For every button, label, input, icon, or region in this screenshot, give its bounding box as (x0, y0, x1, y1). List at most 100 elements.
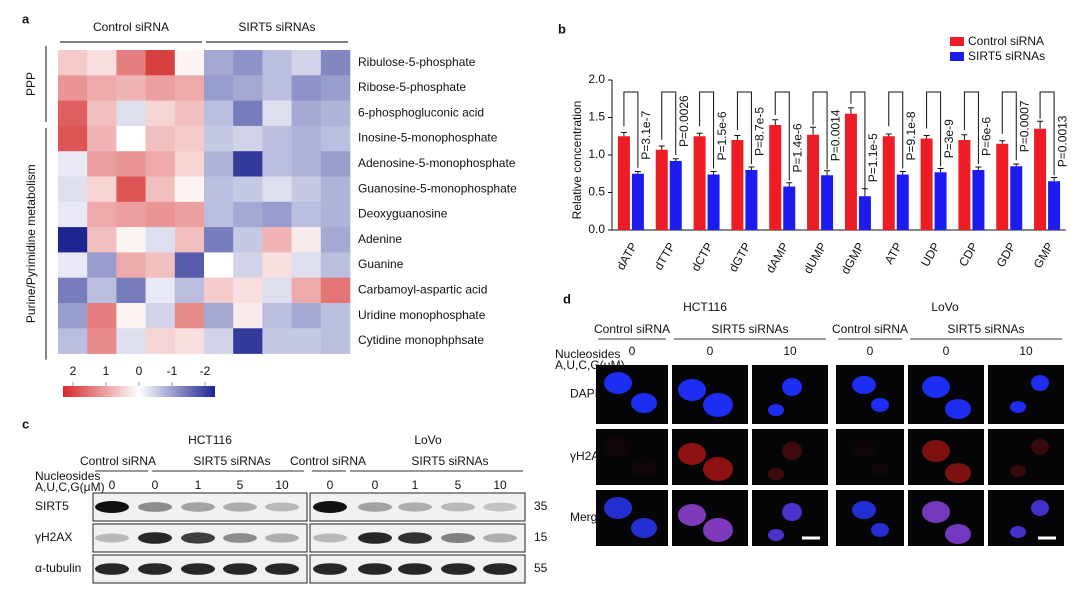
bar (1010, 166, 1023, 230)
heatmap-cell (116, 277, 146, 304)
p-value: P=0.0013 (1055, 115, 1069, 167)
heatmap-cell (58, 252, 88, 278)
heatmap-cell (145, 125, 176, 152)
nucleus (703, 518, 733, 542)
mw-marker: 55 (534, 561, 548, 575)
heatmap-cell (320, 252, 351, 278)
group-label: SIRT5 siRNAs (947, 322, 1024, 336)
heatmap-cell (174, 328, 205, 354)
heatmap-cell (233, 303, 263, 329)
dose-label: 1 (195, 478, 202, 492)
blot-band (223, 563, 257, 575)
heatmap-cell (233, 125, 263, 152)
nucleus (631, 518, 657, 538)
blot-band (313, 563, 347, 575)
blot-band (398, 532, 432, 544)
heatmap-cell (262, 227, 292, 253)
heatmap-cell (291, 151, 322, 177)
nucleus (703, 393, 733, 417)
blot-band (483, 563, 517, 575)
heatmap-cell (174, 201, 205, 228)
heatmap-cell (204, 75, 234, 101)
heatmap-cell (174, 50, 205, 76)
treatment-label: A,U,C,G(μM) (35, 480, 105, 494)
dose-label: 10 (1019, 344, 1033, 358)
heatmap-cell (204, 176, 234, 203)
mw-marker: 35 (534, 499, 548, 513)
nucleus (1010, 401, 1026, 413)
heatmap-cell (233, 328, 263, 354)
bar (972, 170, 985, 230)
legend-swatch (950, 37, 964, 46)
heatmap-cell (233, 151, 263, 177)
heatmap-cell (262, 125, 292, 152)
heatmap-cell (116, 227, 146, 253)
blot-row-label: γH2AX (35, 530, 72, 544)
bar (920, 138, 933, 230)
heatmap-cell (291, 277, 322, 304)
micrograph (836, 490, 904, 546)
heatmap-cell (87, 125, 117, 152)
micrograph (596, 365, 668, 424)
legend-swatch (950, 52, 964, 61)
group-label: Control siRNA (290, 454, 366, 468)
p-value: P=9.1e-8 (904, 111, 918, 160)
bar (693, 136, 706, 230)
blot-band (483, 533, 517, 543)
dose-label: 0 (372, 478, 379, 492)
dose-label: 0 (629, 344, 636, 358)
y-tick-label: 1.0 (588, 147, 605, 161)
nucleus (1031, 375, 1049, 391)
group-label: Control siRNA (594, 322, 670, 336)
nucleus (1031, 500, 1049, 516)
significance-bracket (736, 91, 752, 164)
heatmap-cell (145, 277, 176, 304)
treatment-label: Nucleosides (555, 347, 620, 361)
nucleus (1010, 465, 1026, 477)
bar (1048, 181, 1061, 230)
bar (617, 136, 630, 230)
significance-bracket (623, 91, 639, 168)
blot-row-label: α-tubulin (35, 561, 81, 575)
x-tick-label: dAMP (763, 240, 791, 275)
nucleus (922, 440, 950, 462)
heatmap-cell (58, 75, 88, 101)
colorbar-tick-label: 2 (70, 364, 77, 378)
heatmap-cell (262, 328, 292, 354)
panel-label: d (563, 291, 571, 306)
significance-bracket (926, 91, 942, 167)
p-value: P=0.0026 (677, 95, 691, 147)
row-label: Guanine (358, 257, 404, 271)
nucleus (678, 504, 706, 526)
legend-label: SIRT5 siRNAs (968, 49, 1045, 63)
row-label: Carbamoyl-aspartic acid (358, 283, 487, 297)
y-tick-label: 1.5 (588, 110, 605, 124)
heatmap-cell (320, 277, 351, 304)
heatmap-cell (204, 151, 234, 177)
p-value: P=0.0014 (828, 109, 842, 161)
bar (896, 174, 909, 230)
dose-label: 0 (152, 478, 159, 492)
heatmap-cell (262, 176, 292, 203)
blot-band (95, 501, 129, 513)
treatment-label: Nucleosides (35, 469, 100, 483)
nucleus (922, 376, 950, 398)
heatmap-cell (58, 50, 88, 76)
heatmap-cell (204, 252, 234, 278)
heatmap-cell (145, 252, 176, 278)
bar (858, 196, 871, 230)
heatmap-cell (291, 176, 322, 203)
heatmap-cell (291, 227, 322, 253)
bar (655, 149, 668, 230)
cell-line-label: HCT116 (683, 300, 727, 314)
x-tick-label: GMP (1031, 240, 1057, 271)
row-group-label: PPP (24, 72, 38, 96)
heatmap-cell (262, 100, 292, 127)
nucleus (871, 398, 889, 412)
significance-bracket (699, 91, 715, 169)
cell-line-label: HCT116 (188, 433, 232, 447)
heatmap-cell (262, 75, 292, 101)
bar (844, 113, 857, 230)
blot-band (358, 563, 392, 575)
heatmap-cell (145, 201, 176, 228)
